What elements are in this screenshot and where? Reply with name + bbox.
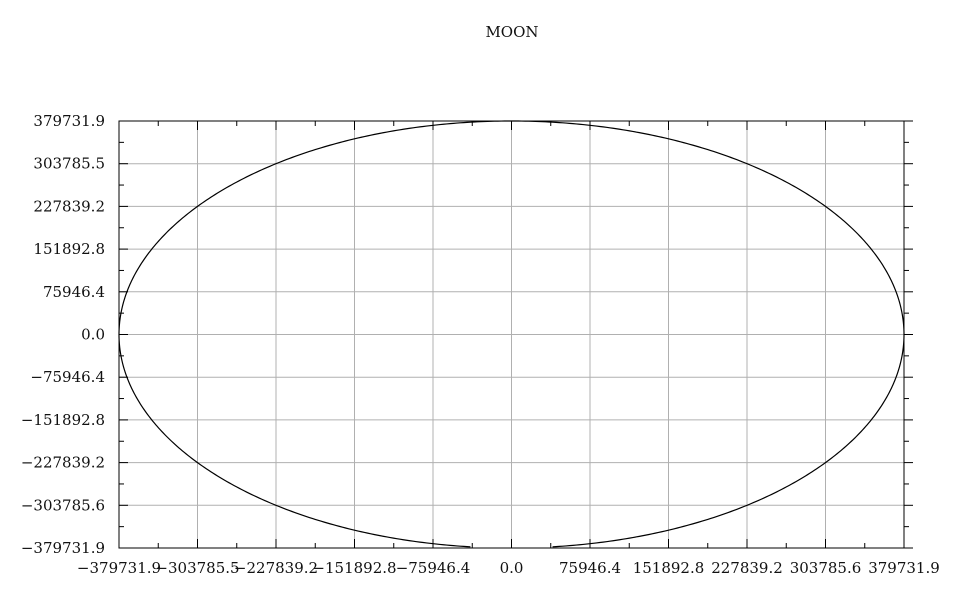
x-tick-label: −75946.4 (396, 559, 471, 577)
x-tick-label: −151892.8 (312, 559, 396, 577)
y-tick-label: 0.0 (81, 326, 105, 344)
x-tick-labels: −379731.9−303785.5−227839.2−151892.8 −759… (77, 559, 940, 577)
tick-layer (118, 120, 913, 549)
moon-orbit-line (118, 120, 905, 548)
y-tick-label: −227839.2 (21, 454, 105, 472)
x-tick-label: 151892.8 (633, 559, 705, 577)
y-tick-label: −75946.4 (30, 368, 105, 386)
y-tick-label: −303785.6 (21, 496, 105, 514)
x-tick-label: −227839.2 (234, 559, 318, 577)
y-tick-labels: 379731.9 303785.5 227839.2 151892.8 75946.4 0… (21, 112, 105, 557)
chart-title: MOON (485, 23, 538, 41)
x-tick-label: 379731.9 (868, 559, 940, 577)
y-tick-label: 151892.8 (33, 240, 105, 258)
y-tick-label: 227839.2 (33, 197, 105, 215)
x-tick-label: 75946.4 (559, 559, 621, 577)
grid-layer (118, 120, 905, 549)
x-tick-label: −379731.9 (77, 559, 161, 577)
x-tick-label: 303785.6 (790, 559, 862, 577)
x-tick-label: −303785.5 (155, 559, 239, 577)
x-tick-label: 227839.2 (711, 559, 783, 577)
plot-layer (118, 120, 905, 548)
y-tick-label: 75946.4 (43, 283, 105, 301)
y-tick-label: −151892.8 (21, 411, 105, 429)
y-tick-label: −379731.9 (21, 539, 105, 557)
y-tick-label: 379731.9 (33, 112, 105, 130)
x-tick-label: 0.0 (500, 559, 524, 577)
y-tick-label: 303785.5 (33, 155, 105, 173)
